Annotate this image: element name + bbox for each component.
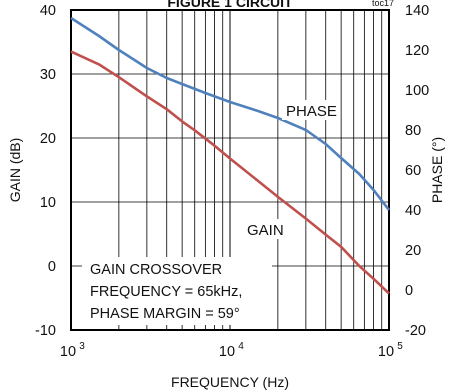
x-tick-exponent: 3: [79, 341, 85, 352]
series-line-gain: [70, 50, 390, 295]
x-tick-exponent: 4: [238, 341, 244, 352]
left-tick-label: 30: [40, 67, 56, 83]
annotation-background: [82, 257, 272, 325]
right-tick-label: 40: [405, 203, 421, 219]
x-tick-label: 10 3: [60, 341, 85, 360]
x-tick-label: 10 5: [378, 341, 403, 360]
right-tick-label: 60: [405, 163, 421, 179]
x-tick-exponent: 5: [397, 341, 403, 352]
plot-border: [70, 9, 390, 331]
annotation-line-1: GAIN CROSSOVER: [90, 262, 222, 278]
x-tick-base: 10: [219, 344, 235, 360]
annotation: GAIN CROSSOVER FREQUENCY = 65kHz, PHASE …: [82, 257, 272, 325]
right-axis-ticks: -20 0 20 40 60 80 100 120 140: [405, 3, 429, 339]
left-tick-label: 20: [40, 131, 56, 147]
left-tick-label: -10: [35, 323, 56, 339]
annotation-line-2: FREQUENCY = 65kHz,: [90, 284, 242, 300]
phase-label-background: [282, 100, 338, 120]
x-axis-title: FREQUENCY (Hz): [171, 374, 289, 390]
x-tick-base: 10: [60, 344, 76, 360]
chart-title: FIGURE 1 CIRCUIT: [167, 0, 293, 10]
right-tick-label: 140: [405, 3, 429, 19]
gain-label-background: [243, 219, 289, 239]
left-tick-label: 40: [40, 3, 56, 19]
x-axis-ticks: 10 3 10 4 10 5: [60, 341, 403, 360]
right-tick-label: 80: [405, 123, 421, 139]
corner-tag: toc17: [372, 0, 394, 8]
annotation-line-3: PHASE MARGIN = 59°: [90, 306, 240, 322]
left-tick-label: 0: [48, 259, 56, 275]
right-tick-label: 100: [405, 83, 429, 99]
right-tick-label: 120: [405, 43, 429, 59]
series-line-phase: [70, 16, 391, 211]
series-group: [70, 16, 391, 295]
left-tick-label: 10: [40, 195, 56, 211]
x-tick-base: 10: [378, 344, 394, 360]
left-axis-ticks: -10 0 10 20 30 40: [35, 3, 56, 339]
right-tick-label: -20: [405, 323, 426, 339]
right-tick-label: 0: [405, 283, 413, 299]
grid: [71, 9, 389, 331]
left-axis-title: GAIN (dB): [7, 138, 23, 203]
series-label-phase: PHASE: [286, 103, 337, 120]
x-tick-label: 10 4: [219, 341, 244, 360]
right-axis-title: PHASE (°): [429, 137, 445, 203]
right-tick-label: 20: [405, 243, 421, 259]
series-label-gain: GAIN: [247, 222, 284, 239]
